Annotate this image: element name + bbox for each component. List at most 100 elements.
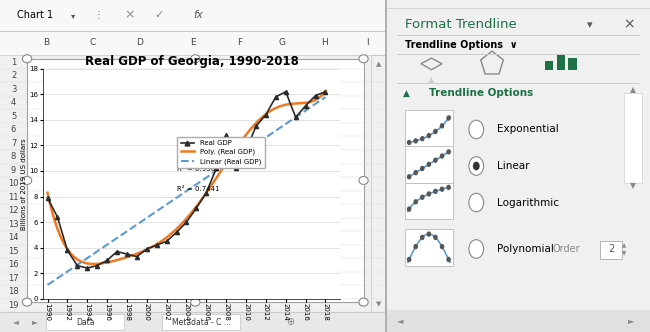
Text: ▼: ▼ (630, 181, 636, 191)
Text: Order: Order (552, 244, 580, 254)
Text: B: B (44, 39, 49, 47)
Text: 1: 1 (11, 58, 16, 67)
Circle shape (447, 258, 450, 262)
Circle shape (427, 192, 430, 196)
Text: 2: 2 (11, 71, 16, 80)
Text: ▲: ▲ (376, 61, 382, 67)
Text: ►: ► (629, 316, 635, 326)
Text: ▲: ▲ (630, 85, 636, 94)
Circle shape (408, 258, 411, 262)
FancyBboxPatch shape (405, 110, 452, 146)
Text: ◄: ◄ (12, 317, 18, 327)
Text: 11: 11 (8, 193, 19, 202)
FancyBboxPatch shape (0, 0, 387, 31)
Text: E: E (190, 39, 196, 47)
Circle shape (359, 177, 368, 185)
Text: ×: × (623, 18, 635, 32)
Circle shape (421, 195, 424, 199)
FancyBboxPatch shape (371, 55, 387, 312)
FancyBboxPatch shape (545, 61, 553, 70)
Text: 18: 18 (8, 287, 19, 296)
Text: Logarithmic: Logarithmic (497, 198, 559, 208)
Text: ◄: ◄ (396, 316, 403, 326)
FancyBboxPatch shape (162, 314, 240, 330)
Circle shape (414, 245, 417, 249)
Text: ►: ► (32, 317, 38, 327)
Circle shape (447, 116, 450, 120)
Circle shape (469, 240, 484, 258)
Text: 19: 19 (8, 301, 19, 310)
Text: 10: 10 (8, 179, 19, 188)
Text: 16: 16 (8, 260, 19, 269)
Circle shape (447, 185, 450, 189)
FancyBboxPatch shape (0, 312, 387, 332)
Circle shape (23, 177, 32, 185)
Circle shape (441, 154, 443, 158)
Circle shape (473, 162, 480, 170)
Text: 8: 8 (11, 152, 16, 161)
Text: Trendline Options: Trendline Options (429, 88, 533, 98)
Circle shape (421, 235, 424, 239)
Text: ▲: ▲ (428, 74, 435, 84)
Text: ⊕: ⊕ (286, 317, 294, 327)
FancyBboxPatch shape (405, 229, 452, 266)
Text: 2: 2 (608, 244, 614, 254)
Circle shape (408, 140, 411, 144)
Circle shape (434, 235, 437, 239)
FancyBboxPatch shape (568, 58, 577, 70)
FancyBboxPatch shape (27, 59, 363, 302)
Text: ▾: ▾ (587, 20, 592, 30)
Text: 7: 7 (11, 139, 16, 148)
Text: ×: × (124, 9, 135, 22)
Title: Real GDP of Georgia, 1990-2018: Real GDP of Georgia, 1990-2018 (84, 54, 298, 67)
Circle shape (469, 157, 484, 175)
Text: D: D (136, 39, 142, 47)
Text: ▲: ▲ (402, 88, 410, 98)
Text: Linear: Linear (497, 161, 530, 171)
Text: Metadata - C ...: Metadata - C ... (172, 317, 231, 327)
Text: Data: Data (76, 317, 94, 327)
Y-axis label: Billions of 2019 US dollars: Billions of 2019 US dollars (21, 138, 27, 229)
Circle shape (414, 171, 417, 175)
Text: fx: fx (194, 10, 203, 20)
Circle shape (23, 55, 32, 63)
Circle shape (427, 232, 430, 236)
Circle shape (190, 55, 200, 63)
Circle shape (434, 129, 437, 133)
Text: I: I (366, 39, 369, 47)
Text: 3: 3 (11, 85, 16, 94)
Text: F: F (237, 39, 242, 47)
FancyBboxPatch shape (46, 314, 124, 330)
Text: 13: 13 (8, 220, 19, 229)
Circle shape (427, 162, 430, 166)
Text: 15: 15 (8, 247, 19, 256)
Circle shape (414, 139, 417, 143)
Text: Polynomial: Polynomial (497, 244, 554, 254)
Circle shape (447, 150, 450, 154)
Circle shape (190, 298, 200, 306)
Text: ▼: ▼ (621, 251, 626, 257)
Circle shape (441, 187, 443, 191)
Text: 5: 5 (11, 112, 16, 121)
Text: Chart 1: Chart 1 (18, 10, 53, 20)
Circle shape (23, 298, 32, 306)
Text: ▲: ▲ (621, 243, 626, 248)
Text: R² = 0.9561: R² = 0.9561 (177, 166, 219, 172)
Text: H: H (322, 39, 328, 47)
Text: G: G (279, 39, 286, 47)
Circle shape (441, 245, 443, 249)
Circle shape (359, 55, 368, 63)
FancyBboxPatch shape (405, 146, 452, 183)
Circle shape (469, 120, 484, 139)
Circle shape (359, 298, 368, 306)
Text: ⋮: ⋮ (94, 10, 103, 20)
FancyBboxPatch shape (600, 241, 622, 259)
Circle shape (441, 124, 443, 128)
Circle shape (434, 189, 437, 193)
Text: ▼: ▼ (376, 301, 382, 307)
Text: 17: 17 (8, 274, 19, 283)
Text: Trendline Options  ∨: Trendline Options ∨ (405, 40, 518, 50)
Text: Exponential: Exponential (497, 124, 559, 134)
Circle shape (421, 137, 424, 141)
FancyBboxPatch shape (405, 183, 452, 219)
